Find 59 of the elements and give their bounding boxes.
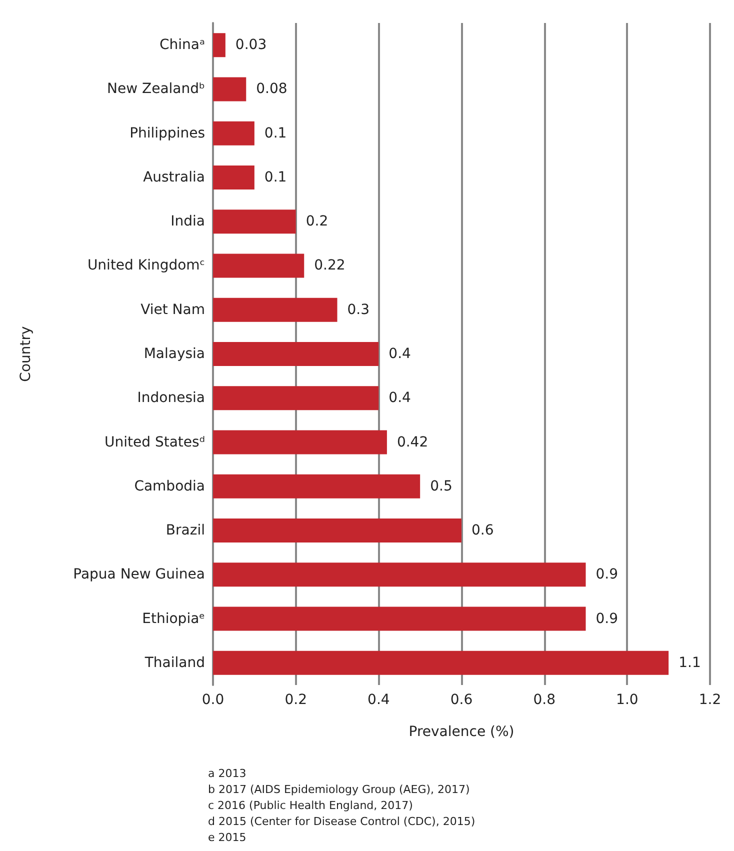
x-tick-label: 0.4 (368, 692, 390, 708)
text: b 2017 (AIDS Epidemiology Group (AEG), 2017) (208, 783, 470, 796)
data-label: 0.2 (306, 214, 328, 230)
text: a 2013 (208, 767, 246, 780)
x-tick-label: 0.6 (450, 692, 473, 708)
text: e 2015 (208, 831, 246, 844)
bar (213, 474, 420, 498)
data-label: 0.9 (596, 610, 618, 627)
y-axis-title: Country (18, 326, 34, 382)
bar (213, 430, 387, 454)
x-tick-label: 1.2 (698, 692, 722, 708)
data-label: 0.42 (396, 434, 428, 450)
data-label: 0.9 (596, 566, 618, 583)
data-label: 0.22 (314, 258, 346, 274)
data-label: 0.1 (264, 125, 287, 142)
y-tick-label: Brazil (166, 522, 205, 539)
y-tick-label: Australia (143, 169, 205, 186)
bar (213, 606, 586, 631)
bar (213, 121, 254, 146)
y-tick-label: Papua New Guinea (73, 566, 205, 583)
text: d 2015 (Center for Disease Control (CDC), 2015) (208, 815, 476, 828)
x-tick-label: 1.0 (616, 692, 638, 708)
bar (213, 518, 462, 543)
data-label: 0.08 (256, 81, 288, 98)
y-tick-label: Indonesia (137, 390, 205, 406)
x-tick-label: 0.2 (284, 692, 307, 708)
y-tick-label: New Zealandᵇ (107, 81, 205, 98)
bar (213, 165, 254, 190)
data-label: 0.4 (388, 390, 412, 406)
x-tick-label: 0.0 (202, 692, 224, 708)
y-tick-label: Ethiopiaᵉ (142, 610, 205, 627)
text: c 2016 (Public Health England, 2017) (208, 799, 413, 812)
y-tick-label: Chinaᵃ (160, 37, 205, 54)
bar (213, 254, 304, 278)
data-label: 0.6 (472, 522, 494, 539)
bar (213, 298, 338, 322)
bar (213, 562, 586, 587)
y-tick-label: Cambodia (134, 478, 205, 494)
x-tick-label: 0.8 (533, 692, 556, 708)
data-label: 0.03 (235, 37, 267, 54)
data-label: 0.4 (388, 346, 412, 362)
y-tick-label: Thailand (144, 654, 205, 671)
y-tick-label: Malaysia (144, 346, 205, 362)
bar (213, 33, 226, 58)
bar (213, 386, 379, 410)
data-label: 0.1 (264, 169, 287, 186)
data-label: 0.5 (430, 478, 452, 494)
bar (213, 210, 296, 234)
y-tick-label: Philippines (130, 125, 205, 142)
data-label: 0.3 (347, 302, 370, 318)
bar (213, 650, 669, 675)
y-tick-label: United Kingdomᶜ (87, 258, 205, 274)
bar (213, 77, 246, 102)
x-axis-title: Prevalence (%) (408, 724, 514, 740)
y-tick-label: India (170, 214, 205, 230)
y-tick-label: United Statesᵈ (104, 434, 205, 450)
y-tick-label: Viet Nam (140, 302, 205, 318)
data-label: 1.1 (678, 654, 701, 671)
bar (213, 342, 379, 366)
